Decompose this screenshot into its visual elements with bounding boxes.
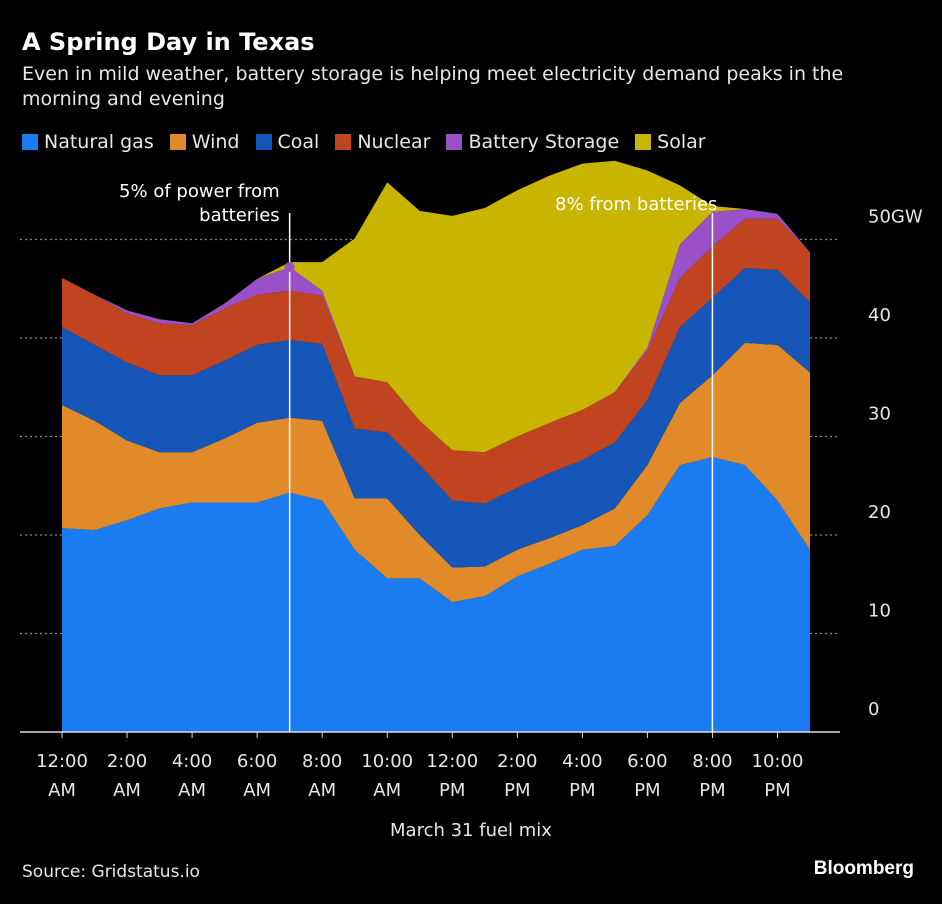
legend-item: Battery Storage — [446, 131, 619, 153]
legend-swatch — [635, 134, 652, 150]
x-tick-label: 6:00 PM — [627, 751, 668, 801]
x-tick-label: 8:00 PM — [692, 751, 733, 801]
legend-swatch — [169, 134, 186, 150]
x-tick-label: 2:00 AM — [106, 751, 148, 801]
legend-label: Wind — [191, 131, 240, 153]
legend-item: Solar — [635, 131, 706, 153]
legend-item: Natural gas — [22, 131, 154, 153]
legend-label: Natural gas — [44, 131, 154, 153]
legend-swatch — [22, 134, 38, 150]
legend-label: Solar — [657, 131, 706, 153]
source: Source: Gridstatus.io — [22, 862, 200, 882]
legend-swatch — [335, 134, 352, 150]
annotation-dot — [284, 262, 295, 273]
legend-label: Battery Storage — [468, 131, 620, 153]
area — [62, 160, 810, 453]
y-tick-label: 20 — [868, 502, 891, 523]
y-tick-label: 30 — [868, 404, 891, 425]
y-tick-label: 0 — [868, 699, 879, 720]
brand: Bloomberg — [813, 858, 914, 879]
area — [62, 218, 810, 504]
chart-title: A Spring Day in Texas — [22, 28, 315, 56]
legend-swatch — [255, 134, 272, 150]
x-tick-label: 8:00 AM — [301, 751, 343, 801]
chart-subtitle: Even in mild weather, battery storage is… — [22, 63, 844, 110]
legend-item: Nuclear — [335, 131, 430, 153]
x-tick-label: 6:00 AM — [236, 751, 278, 801]
legend-label: Nuclear — [357, 131, 431, 153]
x-tick-label: 4:00 AM — [171, 751, 213, 801]
x-tick-label: 2:00 PM — [497, 751, 538, 801]
x-tick-label: 12:00 AM — [36, 751, 88, 801]
y-tick-label: 40 — [868, 305, 891, 326]
legend-label: Coal — [277, 131, 320, 153]
x-axis-title: March 31 fuel mix — [390, 820, 552, 841]
y-tick-label: 50GW — [868, 207, 923, 228]
area — [62, 457, 810, 732]
x-tick-label: 10:00 PM — [751, 751, 804, 801]
legend-item: Wind — [169, 131, 240, 153]
y-tick-label: 10 — [868, 601, 891, 622]
legend: Natural gas Wind Coal Nuclear Battery Storag… — [22, 131, 706, 153]
legend-item: Coal — [255, 131, 320, 153]
x-tick-label: 4:00 PM — [562, 751, 603, 801]
annotation: 8% from batteries — [555, 194, 718, 215]
x-tick-label: 10:00 AM — [361, 751, 414, 801]
annotation: 5% of power from batteries — [119, 181, 280, 226]
area — [62, 342, 810, 602]
area — [62, 268, 810, 568]
x-tick-label: 12:00 PM — [426, 751, 479, 801]
legend-swatch — [446, 134, 463, 150]
